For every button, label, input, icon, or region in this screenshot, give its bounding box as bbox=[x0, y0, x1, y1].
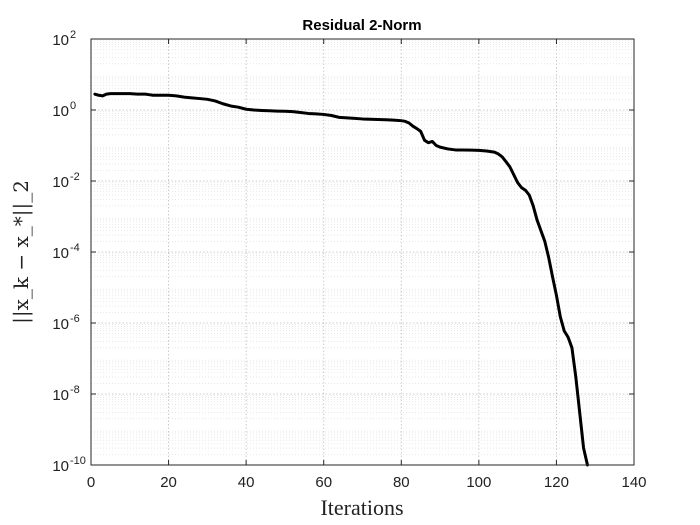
x-tick-label: 60 bbox=[315, 474, 332, 491]
x-tick-label: 40 bbox=[238, 474, 255, 491]
x-tick-labels: 0 20 40 60 80 100 120 140 bbox=[87, 474, 647, 491]
x-tick-label: 120 bbox=[544, 474, 569, 491]
y-tick-exponent: -2 bbox=[70, 171, 80, 183]
x-tick-label: 140 bbox=[621, 474, 646, 491]
y-tick-label: 10 bbox=[52, 316, 69, 333]
y-tick-exponent: -10 bbox=[70, 455, 86, 467]
series-layer bbox=[93, 92, 589, 467]
y-tick-label: 10 bbox=[52, 103, 69, 120]
x-tick-label: 0 bbox=[87, 474, 95, 491]
y-tick-exponent: -6 bbox=[70, 313, 80, 325]
y-tick-exponent: -8 bbox=[70, 384, 80, 396]
y-tick-exponent: -4 bbox=[70, 242, 80, 254]
series-line-0 bbox=[93, 92, 589, 467]
y-tick-label: 10 bbox=[52, 245, 69, 262]
y-tick-label: 10 bbox=[52, 32, 69, 49]
chart-title: Residual 2-Norm bbox=[302, 17, 421, 34]
y-tick-exponent: 0 bbox=[70, 100, 76, 112]
ticks bbox=[90, 38, 635, 466]
x-tick-label: 80 bbox=[393, 474, 410, 491]
x-tick-label: 100 bbox=[466, 474, 491, 491]
x-axis-label: Iterations bbox=[320, 495, 403, 520]
y-tick-exponent: 2 bbox=[70, 29, 76, 41]
y-tick-label: 10 bbox=[52, 387, 69, 404]
y-tick-label: 10 bbox=[52, 174, 69, 191]
y-axis-label: ||x_k − x_*||_2 bbox=[9, 180, 34, 324]
y-tick-label: 10 bbox=[52, 458, 69, 475]
minor-grid bbox=[91, 40, 634, 455]
x-tick-label: 20 bbox=[160, 474, 177, 491]
